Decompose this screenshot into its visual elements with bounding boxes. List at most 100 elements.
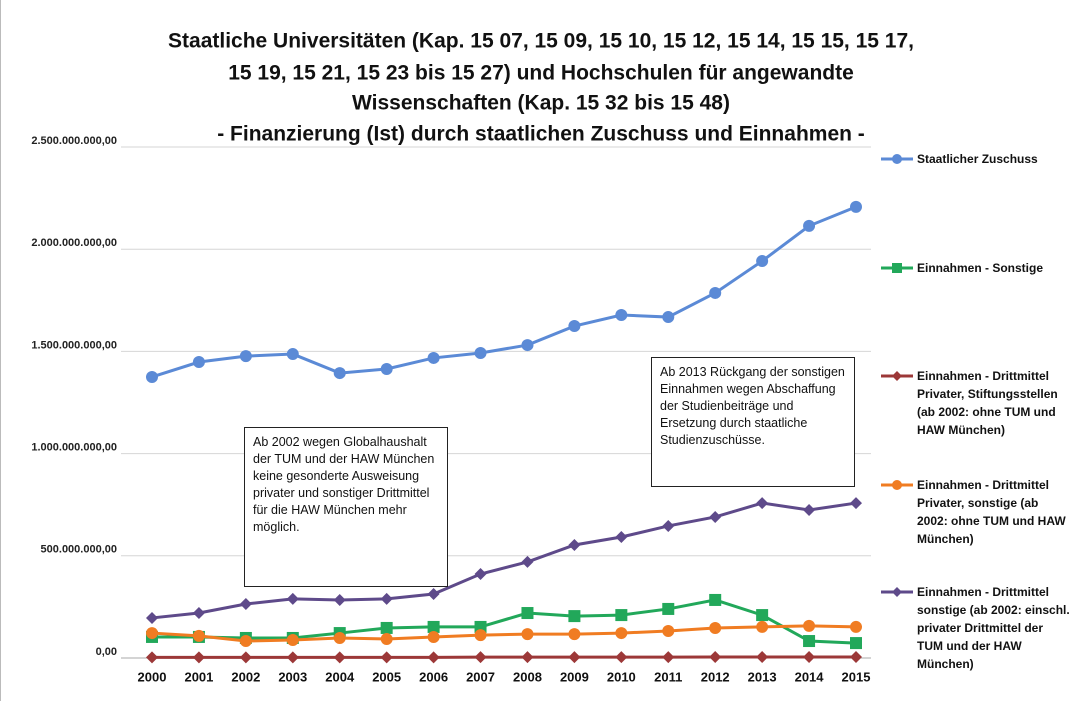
data-point bbox=[333, 651, 346, 664]
data-point bbox=[803, 619, 816, 632]
data-point bbox=[615, 627, 628, 640]
legend-swatch bbox=[881, 587, 913, 597]
legend-entry: Einnahmen - Drittmittel Privater, sonsti… bbox=[879, 476, 1071, 548]
data-point bbox=[380, 632, 393, 645]
data-point bbox=[427, 588, 440, 601]
chart-title: Staatliche Universitäten (Kap. 15 07, 15… bbox=[168, 30, 914, 53]
legend-marker bbox=[892, 480, 902, 490]
data-point bbox=[803, 504, 816, 517]
legend-swatch bbox=[881, 263, 913, 273]
chart-title: Wissenschaften (Kap. 15 32 bis 15 48) bbox=[352, 92, 730, 115]
data-point bbox=[521, 339, 534, 352]
x-tick-label: 2000 bbox=[138, 669, 167, 684]
data-point bbox=[192, 629, 205, 642]
data-point bbox=[380, 651, 393, 664]
data-point bbox=[239, 350, 252, 363]
data-point bbox=[380, 592, 393, 605]
data-point bbox=[192, 607, 205, 620]
data-point bbox=[568, 320, 581, 333]
x-tick-label: 2007 bbox=[466, 669, 495, 684]
data-point bbox=[286, 348, 299, 361]
annotation: Ab 2002 wegen Globalhaushalt der TUM und… bbox=[244, 427, 448, 587]
data-point bbox=[662, 625, 675, 638]
legend-swatch bbox=[881, 371, 913, 381]
data-point bbox=[521, 628, 534, 641]
x-tick-label: 2001 bbox=[184, 669, 213, 684]
data-point bbox=[474, 567, 487, 580]
data-point bbox=[333, 367, 346, 380]
x-tick-label: 2009 bbox=[560, 669, 589, 684]
data-point bbox=[427, 620, 440, 633]
x-tick-label: 2006 bbox=[419, 669, 448, 684]
data-point bbox=[333, 631, 346, 644]
chart-title: - Finanzierung (Ist) durch staatlichen Z… bbox=[217, 123, 865, 146]
legend-label: Staatlicher Zuschuss bbox=[917, 152, 1038, 166]
legend-entry: Einnahmen - Drittmittel sonstige (ab 200… bbox=[879, 583, 1071, 673]
legend-swatch bbox=[881, 154, 913, 164]
data-point bbox=[615, 609, 628, 622]
data-point bbox=[709, 593, 722, 606]
data-point bbox=[146, 651, 158, 664]
data-point bbox=[662, 651, 675, 664]
x-tick-label: 2005 bbox=[372, 669, 401, 684]
data-point bbox=[803, 650, 816, 663]
data-point bbox=[662, 602, 675, 615]
data-point bbox=[756, 650, 769, 663]
data-point bbox=[803, 219, 816, 232]
legend-entry: Einnahmen - Sonstige bbox=[879, 259, 1071, 277]
series-line bbox=[151, 624, 857, 643]
data-point bbox=[192, 651, 205, 664]
data-point bbox=[521, 555, 534, 568]
data-point bbox=[850, 497, 862, 510]
y-tick-label: 1.000.000.000,00 bbox=[31, 442, 117, 454]
data-point bbox=[427, 630, 440, 643]
legend-label: Einnahmen - Sonstige bbox=[917, 261, 1044, 275]
data-point bbox=[803, 635, 816, 648]
y-tick-label: 2.500.000.000,00 bbox=[31, 135, 117, 147]
data-point bbox=[709, 650, 722, 663]
data-point bbox=[474, 629, 487, 642]
x-tick-label: 2014 bbox=[795, 669, 825, 684]
data-point bbox=[146, 627, 158, 640]
data-point bbox=[615, 530, 628, 543]
data-point bbox=[850, 650, 862, 663]
data-point bbox=[192, 356, 205, 369]
x-tick-label: 2002 bbox=[231, 669, 260, 684]
data-point bbox=[568, 628, 581, 641]
data-point bbox=[239, 651, 252, 664]
data-point bbox=[568, 610, 581, 623]
data-point bbox=[286, 592, 299, 605]
data-point bbox=[239, 635, 252, 648]
x-tick-label: 2015 bbox=[842, 669, 871, 684]
data-point bbox=[380, 621, 393, 634]
data-point bbox=[756, 620, 769, 633]
data-point bbox=[427, 351, 440, 364]
data-point bbox=[427, 651, 440, 664]
data-point bbox=[474, 651, 487, 664]
x-tick-label: 2004 bbox=[325, 669, 355, 684]
data-point bbox=[709, 621, 722, 634]
y-tick-label: 1.500.000.000,00 bbox=[31, 339, 117, 351]
y-tick-label: 2.000.000.000,00 bbox=[31, 237, 117, 249]
legend-entry: Einnahmen - Drittmittel Privater, Stiftu… bbox=[879, 367, 1071, 439]
legend-swatch bbox=[881, 480, 913, 490]
data-point bbox=[850, 637, 862, 650]
legend-marker bbox=[892, 154, 902, 164]
data-point bbox=[756, 255, 769, 268]
data-point bbox=[568, 651, 581, 664]
data-point bbox=[239, 598, 252, 611]
legend-label: Einnahmen - Drittmittel sonstige (ab 200… bbox=[917, 585, 1070, 671]
series-line bbox=[151, 501, 857, 620]
data-point bbox=[380, 362, 393, 375]
chart-title: 15 19, 15 21, 15 23 bis 15 27) und Hochs… bbox=[228, 62, 854, 85]
x-tick-label: 2008 bbox=[513, 669, 542, 684]
data-point bbox=[146, 611, 158, 624]
data-point bbox=[709, 510, 722, 523]
x-tick-label: 2012 bbox=[701, 669, 730, 684]
x-tick-label: 2011 bbox=[654, 669, 682, 684]
legend-marker bbox=[892, 587, 902, 597]
data-point bbox=[521, 651, 534, 664]
data-point bbox=[756, 609, 769, 622]
y-tick-label: 0,00 bbox=[96, 646, 117, 658]
data-point bbox=[662, 311, 675, 324]
